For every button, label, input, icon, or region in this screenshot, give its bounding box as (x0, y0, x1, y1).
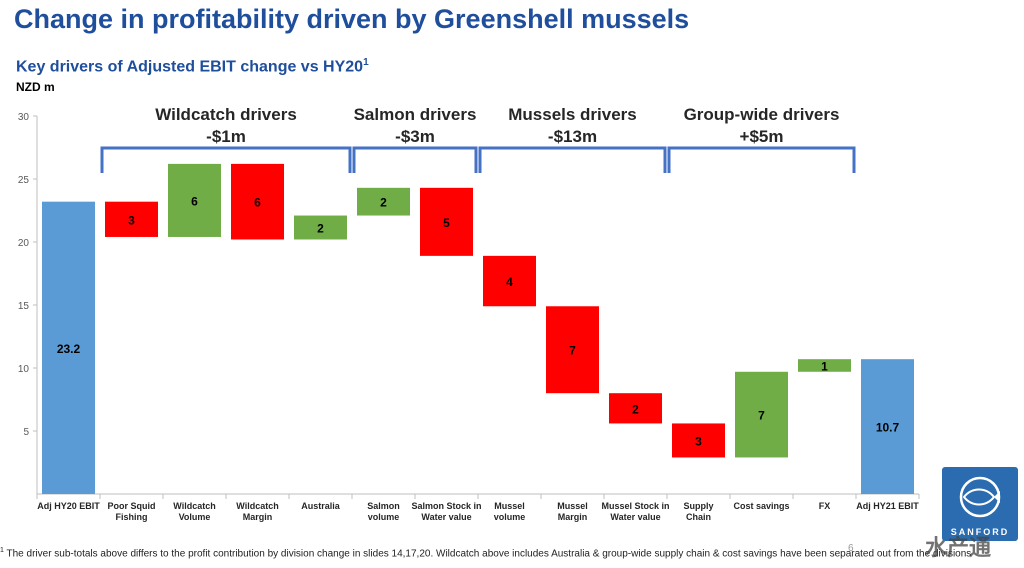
category-label: Adj HY20 EBIT (37, 501, 100, 511)
category-label: Mussel volume (494, 501, 526, 522)
bar-value-label: 6 (191, 194, 198, 208)
bar-decrease (672, 423, 725, 458)
category-label: Mussel Margin (557, 501, 588, 522)
bar-value-label: 2 (632, 402, 639, 416)
category-label-line: Wildcatch (236, 501, 278, 511)
category-label-line: Volume (179, 512, 211, 522)
category-label-line: Fishing (116, 512, 148, 522)
category-label-line: Water value (610, 512, 660, 522)
group-value: +$5m (740, 127, 784, 146)
bar-decrease (105, 201, 158, 237)
bar-value-label: 1 (821, 359, 828, 373)
page-title: Change in profitability driven by Greens… (14, 4, 690, 34)
group-bracket (100, 146, 352, 173)
footnote: 1 The driver sub-totals above differs to… (0, 547, 971, 559)
bar-value-label: 3 (128, 213, 135, 227)
bar-value-label: 10.7 (876, 421, 900, 435)
category-label-line: Mussel (494, 501, 525, 511)
y-tick-label: 15 (18, 301, 30, 312)
bar-increase (798, 359, 851, 372)
footnote-marker: 1 (0, 547, 4, 554)
category-label-line: Water value (421, 512, 471, 522)
chart-subtitle: Key drivers of Adjusted EBIT change vs H… (16, 57, 369, 76)
category-label: Wildcatch Margin (236, 501, 278, 522)
bar-value-label: 7 (758, 409, 765, 423)
bar-value-label: 7 (569, 344, 576, 358)
logo-text: SANFORD (950, 527, 1010, 537)
category-label-line: Poor Squid (108, 501, 156, 511)
group-name: Group-wide drivers (684, 105, 840, 124)
category-label-line: volume (368, 512, 400, 522)
group-bracket (478, 146, 667, 173)
category-label: Australia (301, 501, 341, 511)
fish-icon (959, 476, 1001, 518)
category-label-line: Margin (558, 512, 588, 522)
bar-decrease (231, 163, 284, 240)
category-label-line: Adj HY20 EBIT (37, 501, 100, 511)
bar-value-label: 3 (695, 434, 702, 448)
group-value: -$3m (395, 127, 435, 146)
bar-value-label: 23.2 (57, 342, 81, 356)
group-bracket (352, 146, 478, 173)
y-tick-label: 25 (18, 175, 30, 186)
bar-decrease (546, 306, 599, 394)
unit-label: NZD m (16, 80, 55, 94)
category-label: Supply Chain (683, 501, 713, 522)
category-label-line: Wildcatch (173, 501, 215, 511)
category-label-line: Chain (686, 512, 711, 522)
bar-increase (294, 215, 347, 240)
group-name: Salmon drivers (354, 105, 477, 124)
bar-value-label: 4 (506, 275, 513, 289)
group-bracket (667, 146, 856, 173)
bar-increase (735, 371, 788, 458)
bar-total (861, 359, 914, 494)
category-label: Poor Squid Fishing (108, 501, 156, 522)
group-value: -$1m (206, 127, 246, 146)
category-label: Salmon Stock in Water value (411, 501, 481, 522)
category-label-line: FX (819, 501, 831, 511)
category-label-line: Salmon (367, 501, 400, 511)
category-label: Mussel Stock in Water value (601, 501, 669, 522)
bar-increase (357, 187, 410, 216)
group-value: -$13m (548, 127, 597, 146)
category-label-line: Mussel (557, 501, 588, 511)
bar-decrease (483, 255, 536, 307)
category-label-line: Margin (243, 512, 273, 522)
bar-value-label: 5 (443, 216, 450, 230)
group-name: Wildcatch drivers (155, 105, 297, 124)
category-label: Cost savings (733, 501, 789, 511)
bar-decrease (420, 187, 473, 256)
bar-increase (168, 163, 221, 237)
subtitle-text: Key drivers of Adjusted EBIT change vs H… (16, 58, 364, 76)
category-label: Salmon volume (367, 501, 400, 522)
category-label-line: Adj HY21 EBIT (856, 501, 919, 511)
y-tick-label: 10 (18, 364, 30, 375)
bar-total (42, 201, 95, 494)
bar-value-label: 2 (380, 196, 387, 210)
category-label-line: Salmon Stock in (411, 501, 481, 511)
watermark: 水产通 (925, 536, 992, 561)
category-label-line: Australia (301, 501, 341, 511)
y-tick-label: 30 (18, 112, 30, 123)
y-tick-label: 5 (23, 427, 29, 438)
group-name: Mussels drivers (508, 105, 637, 124)
category-label: Wildcatch Volume (173, 501, 215, 522)
category-label: FX (819, 501, 831, 511)
sanford-logo: SANFORD (942, 467, 1018, 541)
bar-decrease (609, 393, 662, 424)
page-number: 6 (848, 543, 854, 554)
subtitle-footnote-marker: 1 (363, 57, 369, 68)
bar-value-label: 2 (317, 222, 324, 236)
category-label: Adj HY21 EBIT (856, 501, 919, 511)
y-tick-label: 20 (18, 238, 30, 249)
category-label-line: Cost savings (733, 501, 789, 511)
category-label-line: volume (494, 512, 526, 522)
footnote-text: The driver sub-totals above differs to t… (3, 548, 972, 560)
category-label-line: Supply (683, 501, 713, 511)
bar-value-label: 6 (254, 196, 261, 210)
category-label-line: Mussel Stock in (601, 501, 669, 511)
